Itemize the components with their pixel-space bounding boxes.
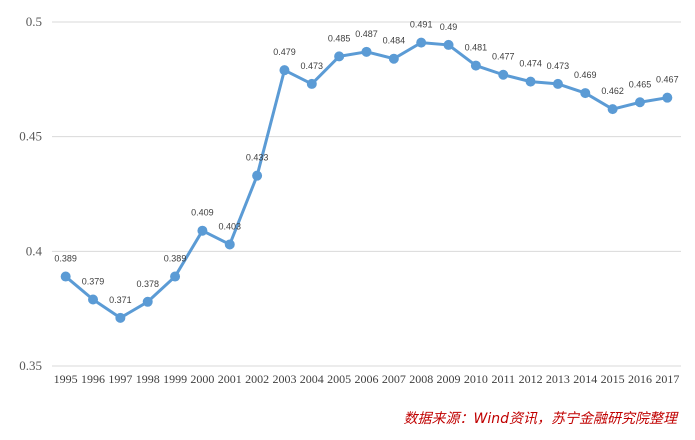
data-label: 0.485 [328,33,351,43]
data-point [634,97,645,108]
data-point [115,312,126,323]
data-label: 0.403 [218,221,241,231]
x-tick-label: 2005 [327,372,351,386]
data-point [361,46,372,57]
x-tick-label: 1998 [136,372,160,386]
data-point [498,69,509,80]
data-label: 0.389 [54,254,77,264]
data-label: 0.484 [383,36,406,46]
x-tick-label: 2007 [382,372,406,386]
x-tick-label: 2000 [190,372,214,386]
x-tick-label: 2002 [245,372,269,386]
data-point [306,78,317,89]
data-point [170,271,181,282]
x-tick-label: 2004 [300,372,324,386]
data-point [552,78,563,89]
x-tick-label: 2015 [601,372,625,386]
data-label: 0.409 [191,208,214,218]
data-point [142,296,153,307]
data-point [252,170,263,181]
x-axis: 1995 1996 1997 1998 1999 2000 2001 2002 2003 2004… [54,372,680,386]
data-label: 0.371 [109,295,132,305]
data-point [88,294,99,305]
data-point [197,225,208,236]
data-point [279,65,290,76]
data-label: 0.378 [136,279,159,289]
data-label: 0.433 [246,153,269,163]
data-point [525,76,536,87]
data-labels: 0.389 0.379 0.371 0.378 0.389 0.409 0.403 0.433… [54,20,678,305]
x-tick-label: 2011 [491,372,515,386]
x-tick-label: 1995 [54,372,78,386]
x-tick-label: 1996 [81,372,105,386]
data-point [60,271,71,282]
series [60,37,673,323]
x-tick-label: 2016 [628,372,652,386]
data-label: 0.389 [164,254,187,264]
x-tick-label: 2008 [409,372,433,386]
x-tick-label: 2003 [272,372,296,386]
data-label: 0.467 [656,75,679,85]
data-label: 0.487 [355,29,378,39]
gridlines [52,21,681,367]
y-tick-label: 0.35 [19,358,42,373]
data-label: 0.379 [82,276,105,286]
y-tick-label: 0.5 [26,14,42,29]
data-label: 0.491 [410,20,433,30]
data-label: 0.481 [465,43,488,53]
data-label: 0.465 [629,79,652,89]
y-axis: 0.35 0.4 0.45 0.5 [19,14,42,373]
x-tick-label: 2017 [655,372,679,386]
x-tick-label: 1997 [108,372,132,386]
x-tick-label: 2014 [573,372,597,386]
x-tick-label: 2001 [218,372,242,386]
data-point [580,88,591,99]
x-tick-label: 2009 [437,372,461,386]
data-label: 0.49 [440,22,458,32]
data-point [224,239,235,250]
data-point [388,53,399,64]
data-label: 0.462 [601,86,624,96]
data-point [607,104,618,115]
x-tick-label: 2013 [546,372,570,386]
y-tick-label: 0.45 [19,129,42,144]
data-label: 0.473 [547,61,570,71]
x-tick-label: 2012 [519,372,543,386]
data-label: 0.477 [492,52,515,62]
series-line [64,41,668,320]
data-label: 0.474 [519,59,542,69]
x-tick-label: 2006 [355,372,379,386]
data-label: 0.469 [574,70,597,80]
data-point [662,92,673,103]
data-label: 0.479 [273,47,296,57]
data-point [470,60,481,71]
data-point [443,39,454,50]
x-tick-label: 2010 [464,372,488,386]
data-point [334,51,345,62]
source-note: 数据来源：Wind资讯，苏宁金融研究院整理 [403,411,678,427]
data-point [416,37,427,48]
x-tick-label: 1999 [163,372,187,386]
data-label: 0.473 [301,61,324,71]
y-tick-label: 0.4 [26,243,43,258]
